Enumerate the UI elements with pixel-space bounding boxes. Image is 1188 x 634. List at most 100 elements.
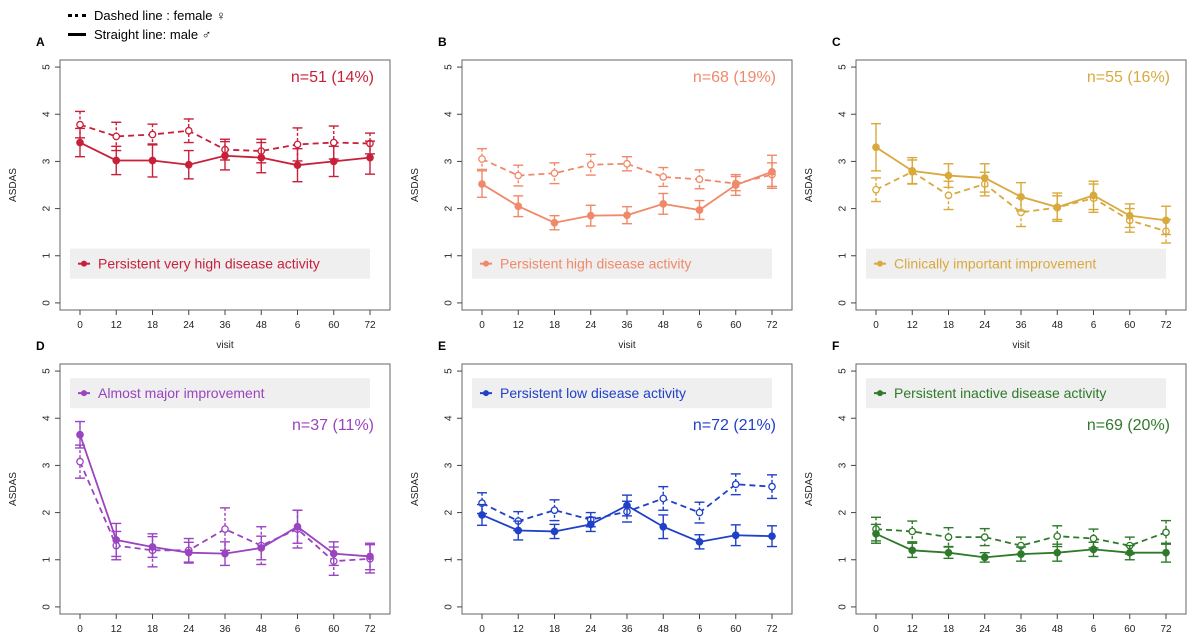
male-data-point [731, 531, 740, 540]
male-data-point [695, 206, 704, 214]
male-data-point [623, 211, 631, 220]
y-tick-label: 2 [444, 205, 455, 211]
y-axis-label: ASDAS [8, 168, 19, 202]
x-tick-label: 72 [364, 320, 376, 331]
x-tick-label: 60 [1124, 320, 1136, 331]
female-series-line [79, 461, 371, 563]
male-data-point [980, 553, 989, 562]
x-tick-label: 48 [658, 320, 670, 331]
series-legend-label: Persistent low disease activity [500, 385, 686, 401]
x-tick-label: 18 [943, 624, 955, 634]
x-tick-label: 60 [730, 320, 742, 331]
male-data-point [257, 544, 266, 552]
y-tick-label: 3 [42, 462, 53, 468]
male-data-point [221, 151, 229, 160]
female-data-point [944, 533, 953, 541]
x-tick-label: 48 [256, 320, 268, 331]
male-data-point [1089, 545, 1098, 554]
x-tick-label: 18 [549, 320, 561, 331]
female-data-point [76, 457, 84, 466]
x-tick-label: 0 [873, 320, 879, 331]
x-tick-label: 6 [1091, 624, 1097, 634]
female-data-point [112, 132, 121, 141]
y-tick-label: 3 [42, 158, 53, 164]
panel-e-chart: E012345ASDAS0121824364866072VisitPersist… [410, 339, 793, 634]
panel-f-chart: F012345ASDAS0121824364866072visitPersist… [804, 339, 1187, 634]
x-tick-label: 24 [979, 320, 991, 331]
y-tick-label: 2 [838, 205, 849, 211]
x-tick-label: 36 [1015, 624, 1027, 634]
legend-point-swatch [483, 260, 489, 267]
y-tick-label: 0 [444, 300, 455, 306]
male-data-point [1162, 548, 1170, 557]
series-legend-label: Clinically important improvement [894, 256, 1096, 272]
x-tick-label: 0 [77, 320, 83, 331]
x-tick-label: 0 [873, 624, 879, 634]
male-data-point [221, 549, 229, 558]
x-tick-label: 0 [77, 624, 83, 634]
x-tick-label: 72 [364, 624, 376, 634]
y-tick-label: 1 [444, 253, 455, 259]
x-tick-label: 12 [513, 320, 525, 331]
panel-letter: E [438, 339, 446, 353]
series-legend-box [866, 378, 1166, 409]
x-tick-label: 48 [1052, 320, 1064, 331]
male-data-point [768, 167, 776, 176]
y-tick-label: 1 [838, 557, 849, 563]
x-tick-label: 12 [513, 624, 525, 634]
x-tick-label: 60 [1124, 624, 1136, 634]
legend-point-swatch [483, 390, 489, 397]
female-data-point [1162, 528, 1170, 537]
x-tick-label: 36 [621, 624, 633, 634]
series-legend-box [70, 248, 370, 279]
x-tick-label: 72 [766, 320, 778, 331]
y-tick-label: 1 [838, 253, 849, 259]
male-data-point [148, 543, 157, 551]
x-tick-label: 48 [256, 624, 268, 634]
female-data-point [221, 525, 229, 533]
female-data-point [1053, 532, 1062, 541]
female-data-point [731, 480, 740, 489]
x-tick-label: 72 [766, 624, 778, 634]
male-data-point [184, 160, 193, 169]
y-tick-label: 2 [838, 509, 849, 515]
panel-letter: F [832, 339, 839, 353]
legend-point-swatch [81, 390, 87, 397]
female-data-point [695, 175, 704, 184]
male-data-point [293, 522, 302, 531]
male-data-point [1017, 550, 1025, 558]
male-data-point [623, 501, 631, 510]
y-tick-label: 4 [838, 111, 849, 117]
x-tick-label: 6 [697, 624, 703, 634]
y-axis-label: ASDAS [8, 472, 19, 506]
legend-row-dashed: Dashed line : female ♀ [68, 6, 226, 25]
legend-dashed-label: Dashed line : female ♀ [94, 8, 226, 23]
male-data-point [514, 202, 523, 211]
male-data-point [478, 180, 486, 188]
x-tick-label: 6 [1091, 320, 1097, 331]
female-data-point [514, 171, 523, 180]
male-data-point [148, 156, 157, 165]
y-tick-label: 5 [444, 368, 455, 374]
x-tick-label: 72 [1160, 624, 1172, 634]
male-data-point [659, 522, 668, 531]
male-data-point [872, 529, 880, 538]
male-data-point [908, 546, 917, 555]
male-data-point [366, 552, 374, 561]
x-tick-label: 60 [328, 320, 340, 331]
female-data-point [872, 185, 880, 194]
y-axis-label: ASDAS [410, 168, 421, 202]
x-tick-label: 36 [219, 624, 231, 634]
x-tick-label: 24 [585, 320, 597, 331]
male-data-point [1053, 203, 1062, 212]
y-tick-label: 5 [42, 64, 53, 70]
y-tick-label: 3 [444, 462, 455, 468]
series-legend-label: Persistent inactive disease activity [894, 385, 1106, 401]
female-series-line [875, 528, 1167, 547]
male-data-point [980, 174, 989, 182]
x-tick-label: 48 [658, 624, 670, 634]
y-tick-label: 0 [444, 604, 455, 610]
x-tick-label: 0 [479, 320, 485, 331]
